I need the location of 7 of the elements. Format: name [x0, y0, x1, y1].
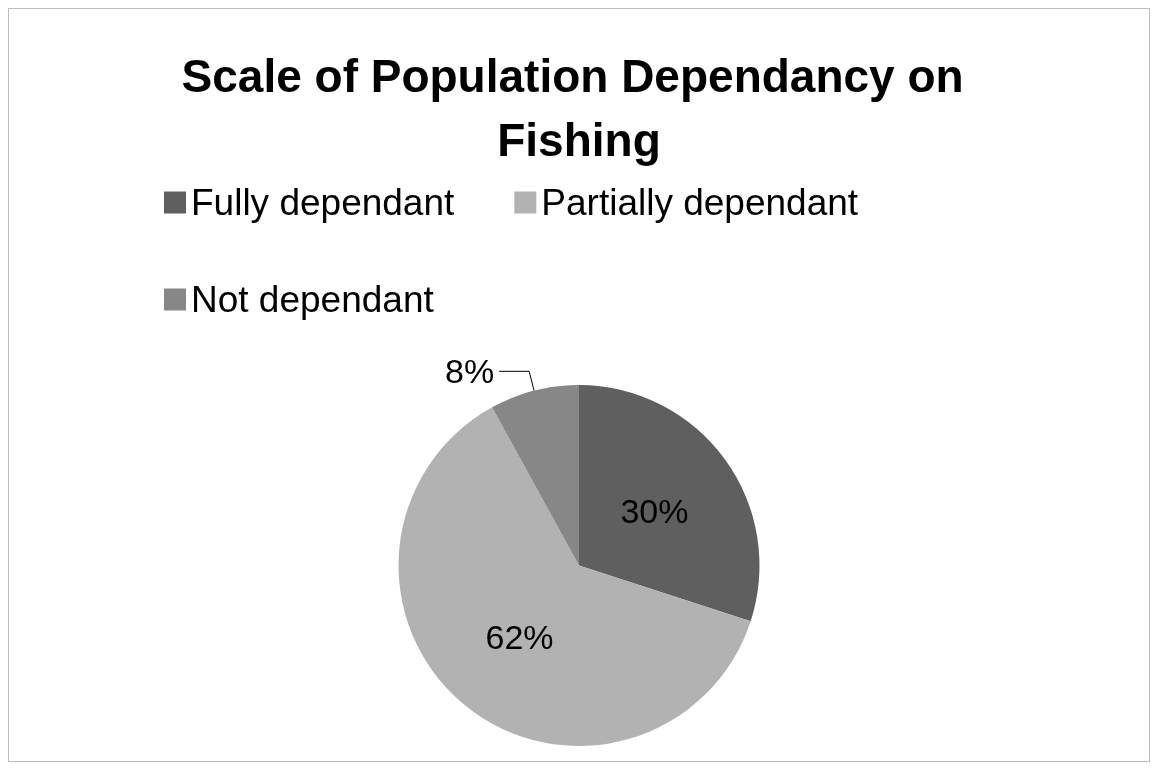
legend-label: Fully dependant [191, 182, 456, 223]
data-label: 62% [485, 618, 554, 657]
chart-title: Scale of Population Dependancy on Fishing [181, 50, 977, 166]
legend-label: Partially dependant [541, 182, 859, 223]
data-label: 30% [620, 491, 689, 530]
legend-label: Not dependant [191, 279, 435, 320]
data-label: 8% [445, 352, 495, 391]
